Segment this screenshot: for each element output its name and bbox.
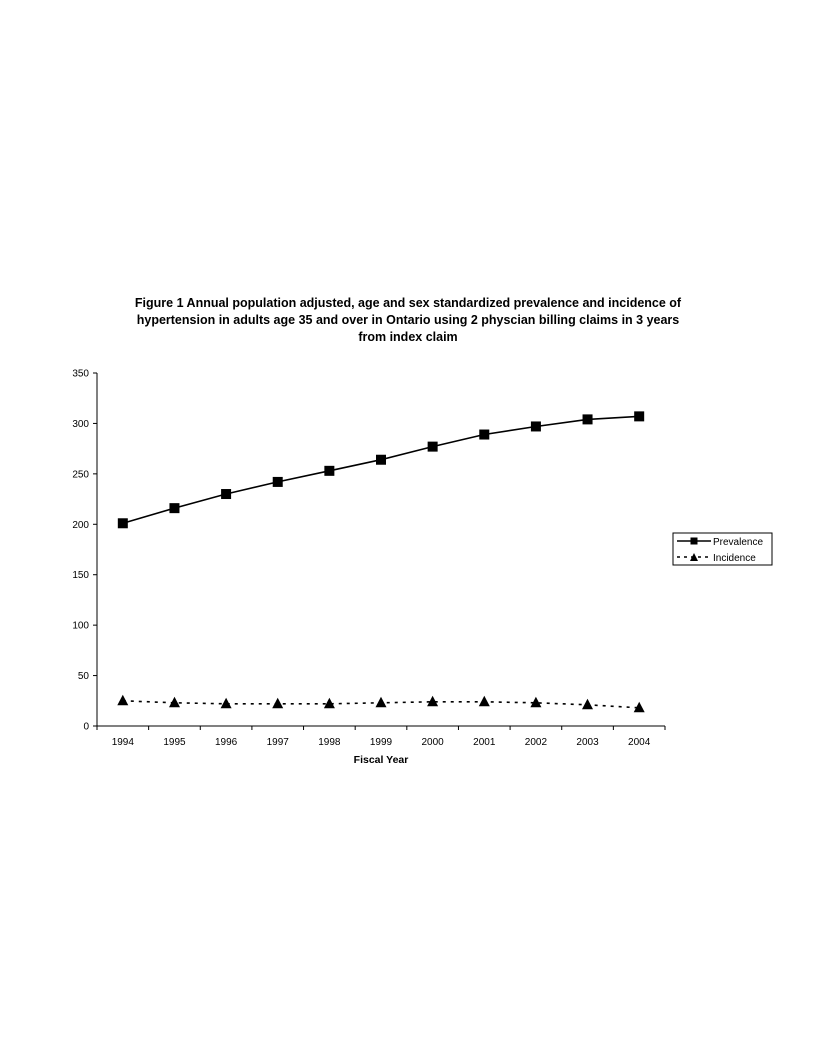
- x-axis-title: Fiscal Year: [354, 754, 409, 766]
- data-point-prevalence: [272, 476, 283, 487]
- x-ticks: 1994 1995 1996 1997 1998 1999 2000 2001 2002 2003…: [96, 726, 666, 748]
- x-tick-label: 1996: [215, 737, 238, 748]
- data-point-prevalence: [634, 411, 645, 422]
- x-tick-label: 2002: [525, 737, 548, 748]
- chart-title: Figure 1 Annual population adjusted, age…: [135, 296, 682, 344]
- x-tick-label: 1998: [318, 737, 341, 748]
- data-point-prevalence: [221, 489, 232, 500]
- y-tick-label: 50: [78, 671, 90, 682]
- legend-marker-incidence: [690, 553, 698, 561]
- data-point-incidence: [375, 696, 387, 708]
- data-point-incidence: [169, 696, 180, 708]
- y-tick-label: 300: [72, 419, 89, 430]
- data-point-prevalence: [479, 429, 490, 440]
- data-point-prevalence: [117, 518, 128, 529]
- data-point-incidence: [220, 697, 232, 709]
- legend-box: [672, 532, 773, 566]
- data-point-prevalence: [324, 465, 335, 476]
- legend-marker-prevalence: [690, 537, 698, 545]
- chart-title-line-3: from index claim: [358, 330, 457, 344]
- series-line-prevalence: [122, 415, 640, 525]
- y-tick-label: 250: [72, 469, 89, 480]
- data-point-incidence: [323, 697, 335, 709]
- x-tick-label: 2000: [422, 737, 445, 748]
- axes: [96, 373, 665, 727]
- x-tick-label: 2004: [628, 737, 651, 748]
- legend-label-prevalence: Prevalence: [713, 537, 763, 548]
- legend: Prevalence Incidence: [672, 532, 773, 566]
- chart-title-line-1: Figure 1 Annual population adjusted, age…: [135, 296, 682, 310]
- y-tick-label: 0: [83, 722, 89, 733]
- x-tick-label: 1995: [163, 737, 186, 748]
- y-tick-label: 100: [72, 621, 89, 632]
- data-point-prevalence: [530, 421, 541, 432]
- series-layer: [117, 411, 645, 713]
- y-tick-label: 350: [72, 369, 89, 380]
- y-tick-label: 150: [72, 570, 89, 581]
- y-ticks: 0 50 100 150 200 250 300 350: [72, 369, 97, 733]
- x-tick-label: 1999: [370, 737, 393, 748]
- data-point-prevalence: [582, 414, 593, 425]
- x-tick-label: 2001: [473, 737, 496, 748]
- data-point-incidence: [117, 694, 129, 706]
- data-point-incidence: [530, 696, 542, 708]
- y-tick-label: 200: [72, 520, 89, 531]
- x-tick-label: 1994: [112, 737, 135, 748]
- data-point-incidence: [633, 701, 645, 713]
- data-point-incidence: [272, 697, 284, 709]
- data-point-incidence: [478, 695, 490, 707]
- legend-label-incidence: Incidence: [713, 553, 756, 564]
- data-point-incidence: [582, 698, 593, 710]
- data-point-prevalence: [376, 454, 386, 465]
- data-point-prevalence: [427, 441, 438, 452]
- chart-title-line-2: hypertension in adults age 35 and over i…: [137, 313, 680, 327]
- data-point-prevalence: [169, 503, 180, 514]
- data-point-incidence: [427, 695, 439, 707]
- x-tick-label: 2003: [576, 737, 599, 748]
- x-tick-label: 1997: [267, 737, 290, 748]
